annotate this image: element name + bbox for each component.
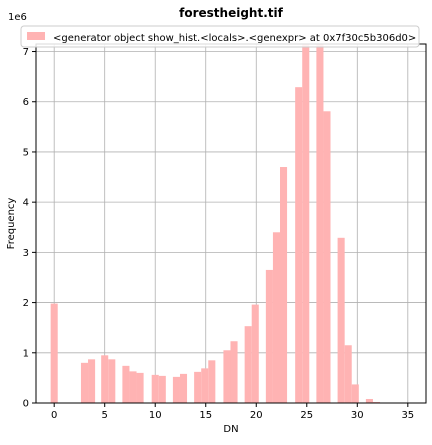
x-axis-label: DN bbox=[223, 424, 238, 435]
x-tick-label: 10 bbox=[149, 410, 162, 421]
histogram-bar bbox=[108, 359, 116, 403]
y-axis-label: Frequency bbox=[6, 198, 17, 250]
histogram-bar bbox=[151, 374, 159, 403]
histogram-bars bbox=[50, 44, 381, 403]
chart-title: forestheight.tif bbox=[179, 6, 283, 20]
histogram-bar bbox=[295, 87, 303, 403]
histogram-bar bbox=[230, 341, 238, 403]
histogram-bar bbox=[337, 237, 345, 403]
y-tick-label: 3 bbox=[23, 248, 29, 259]
histogram-bar bbox=[179, 373, 188, 403]
histogram-bar bbox=[372, 401, 381, 403]
histogram-bar bbox=[194, 371, 202, 403]
histogram-bar bbox=[208, 360, 216, 403]
x-axis-ticks: 0 5 10 15 20 25 30 35 bbox=[51, 403, 414, 421]
y-axis-ticks: 0 1 2 3 4 5 6 7 bbox=[23, 47, 36, 410]
histogram-bar bbox=[316, 44, 324, 403]
histogram-bar bbox=[158, 375, 166, 403]
x-tick-label: 35 bbox=[401, 410, 414, 421]
x-tick-label: 15 bbox=[199, 410, 212, 421]
histogram-bar bbox=[101, 355, 109, 403]
x-tick-label: 5 bbox=[102, 410, 108, 421]
legend: <generator object show_hist.<locals>.<ge… bbox=[20, 25, 420, 48]
histogram-bar bbox=[302, 44, 310, 403]
histogram-bar bbox=[223, 350, 231, 403]
y-tick-label: 2 bbox=[23, 298, 29, 309]
histogram-bar bbox=[88, 359, 96, 403]
histogram-bar bbox=[201, 368, 209, 403]
histogram-bar bbox=[265, 269, 273, 403]
legend-label: <generator object show_hist.<locals>.<ge… bbox=[53, 33, 416, 44]
histogram-bar bbox=[122, 365, 130, 403]
x-tick-label: 30 bbox=[351, 410, 364, 421]
y-tick-label: 0 bbox=[23, 399, 29, 410]
histogram-bar bbox=[244, 326, 252, 403]
histogram-bar bbox=[280, 167, 288, 403]
histogram-bar bbox=[50, 303, 58, 403]
legend-swatch bbox=[27, 32, 45, 40]
y-tick-label: 4 bbox=[23, 198, 29, 209]
x-tick-label: 25 bbox=[300, 410, 313, 421]
histogram-bar bbox=[136, 372, 144, 403]
y-tick-label: 5 bbox=[23, 147, 29, 158]
y-tick-label: 7 bbox=[23, 47, 29, 58]
y-tick-label: 6 bbox=[23, 97, 29, 108]
histogram-bar bbox=[344, 345, 352, 403]
histogram-bar bbox=[351, 384, 359, 403]
histogram-bar bbox=[251, 304, 259, 403]
y-axis-offset-label: 1e6 bbox=[8, 12, 27, 23]
histogram-bar bbox=[80, 362, 89, 403]
histogram-bar bbox=[129, 371, 137, 403]
x-tick-label: 0 bbox=[51, 410, 57, 421]
y-tick-label: 1 bbox=[23, 348, 29, 359]
histogram-bar bbox=[172, 376, 180, 403]
histogram-bar bbox=[272, 232, 281, 403]
histogram-bar bbox=[365, 398, 373, 403]
legend-box bbox=[20, 25, 420, 48]
x-tick-label: 20 bbox=[250, 410, 263, 421]
histogram-bar bbox=[323, 111, 331, 403]
